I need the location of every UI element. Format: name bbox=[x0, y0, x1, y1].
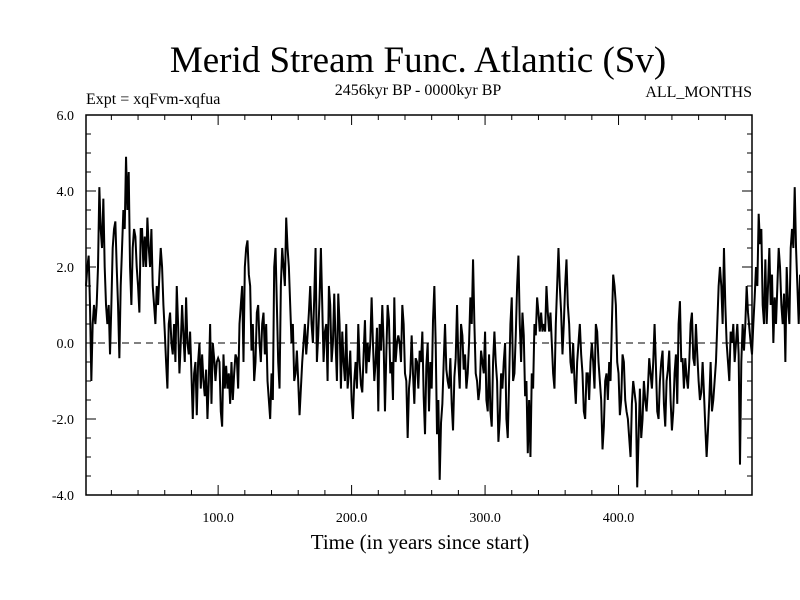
months-label: ALL_MONTHS bbox=[645, 84, 752, 101]
y-tick-label: -2.0 bbox=[52, 413, 74, 428]
plot-frame bbox=[85, 114, 753, 496]
y-tick-label: 4.0 bbox=[57, 185, 75, 200]
series-line-atlantic-msf bbox=[85, 156, 800, 488]
y-tick-label: 2.0 bbox=[57, 261, 75, 276]
y-tick-label: 0.0 bbox=[57, 337, 75, 352]
x-tick-label: 200.0 bbox=[336, 511, 368, 526]
experiment-label: Expt = xqFvm-xqfua bbox=[86, 91, 220, 108]
x-tick-label: 400.0 bbox=[603, 511, 635, 526]
axis-ticks bbox=[86, 114, 752, 496]
x-tick-label: 300.0 bbox=[469, 511, 501, 526]
date-range-label: 2456kyr BP - 0000kyr BP bbox=[335, 82, 502, 99]
y-axis-tick-labels: -4.0 -2.0 0.0 2.0 4.0 6.0 bbox=[52, 109, 74, 504]
y-tick-label: 6.0 bbox=[57, 109, 75, 124]
x-axis-tick-labels: 100.0 200.0 300.0 400.0 bbox=[202, 511, 634, 526]
y-tick-label: -4.0 bbox=[52, 489, 74, 504]
x-tick-label: 100.0 bbox=[202, 511, 234, 526]
plot-area: -4.0 -2.0 0.0 2.0 4.0 6.0 100.0 200.0 300.0 400.… bbox=[52, 109, 800, 526]
chart-title: Merid Stream Func. Atlantic (Sv) bbox=[170, 40, 666, 81]
x-axis-label: Time (in years since start) bbox=[311, 530, 530, 554]
